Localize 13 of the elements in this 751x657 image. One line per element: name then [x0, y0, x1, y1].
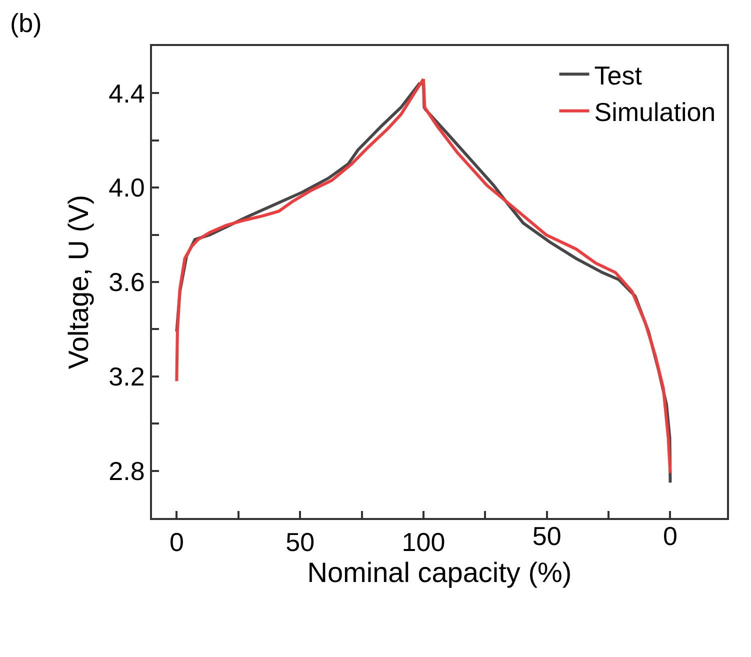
legend-label: Test — [594, 60, 643, 90]
x-tick-label: 50 — [286, 527, 315, 558]
y-tick-label: 4.4 — [108, 78, 145, 108]
y-tick-label: 2.8 — [108, 456, 145, 486]
y-tick-label: 4.0 — [108, 172, 145, 203]
legend-label: Simulation — [594, 97, 716, 128]
x-tick-label: 100 — [402, 527, 446, 558]
y-tick-label: 3.6 — [108, 267, 145, 298]
y-axis-title: Voltage, U (V) — [62, 194, 94, 370]
x-axis-title: Nominal capacity (%) — [307, 557, 572, 588]
text: (b) — [10, 8, 42, 38]
y-tick-label: 3.2 — [108, 362, 145, 392]
x-tick-label: 0 — [169, 527, 184, 558]
